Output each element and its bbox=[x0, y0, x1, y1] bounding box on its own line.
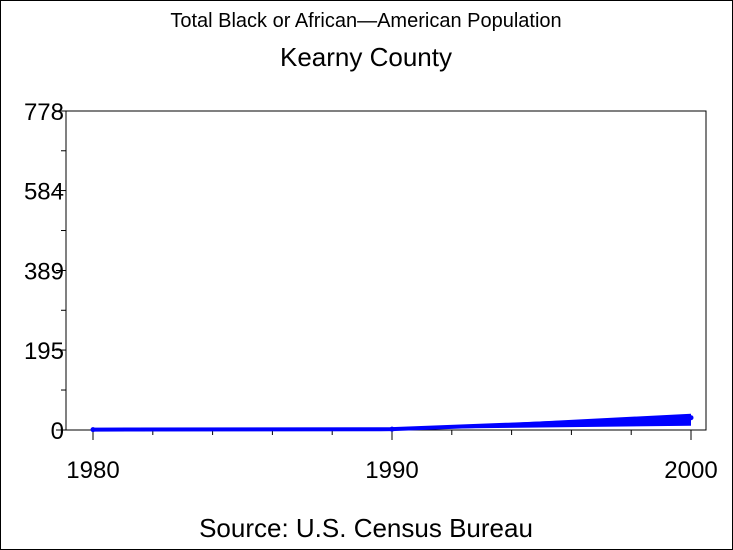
y-tick-label: 0 bbox=[51, 418, 64, 445]
y-tick-label: 195 bbox=[24, 338, 64, 365]
series-wedge bbox=[392, 413, 691, 430]
x-tick-label: 2000 bbox=[664, 457, 717, 484]
data-point bbox=[688, 415, 694, 421]
chart-title: Total Black or African—American Populati… bbox=[170, 10, 561, 32]
y-tick-label: 584 bbox=[24, 179, 64, 206]
y-axis: 0 195 389 584 778 bbox=[24, 99, 66, 445]
data-point bbox=[90, 427, 96, 433]
x-tick-label: 1980 bbox=[66, 457, 119, 484]
chart-subtitle: Kearny County bbox=[280, 42, 452, 72]
plot-area bbox=[65, 110, 707, 431]
y-tick-label: 778 bbox=[24, 99, 64, 126]
source-note: Source: U.S. Census Bureau bbox=[199, 513, 533, 543]
series-layer bbox=[90, 413, 694, 433]
x-axis: 1980 1990 2000 bbox=[66, 430, 718, 484]
y-tick-label: 389 bbox=[24, 259, 64, 286]
x-tick-label: 1990 bbox=[365, 457, 418, 484]
data-point bbox=[389, 426, 395, 432]
